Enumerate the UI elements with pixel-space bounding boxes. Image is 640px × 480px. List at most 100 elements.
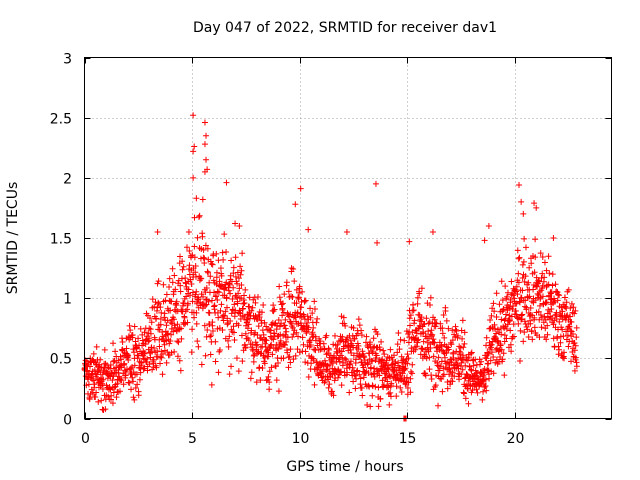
data-point: [270, 302, 277, 309]
data-point: [349, 364, 356, 371]
data-point: [526, 293, 533, 300]
data-point: [195, 214, 202, 221]
data-point: [289, 293, 296, 300]
data-point: [322, 378, 329, 385]
data-point: [407, 368, 414, 375]
data-point: [283, 328, 290, 335]
data-point: [190, 148, 197, 155]
data-point: [372, 383, 379, 390]
data-point: [297, 185, 304, 192]
data-point: [456, 376, 463, 383]
data-point: [201, 119, 208, 126]
data-point: [225, 343, 232, 350]
data-point: [473, 386, 480, 393]
data-point: [350, 324, 357, 331]
data-point: [215, 369, 222, 376]
data-point: [488, 312, 495, 319]
data-point: [273, 377, 280, 384]
data-point: [465, 400, 472, 407]
data-point: [168, 298, 175, 305]
data-point: [239, 250, 246, 257]
data-point: [482, 376, 489, 383]
data-point: [235, 368, 242, 375]
data-point: [277, 337, 284, 344]
data-point: [118, 356, 124, 363]
data-point: [241, 300, 248, 307]
data-point: [213, 250, 220, 257]
data-point: [516, 182, 523, 189]
data-point: [188, 349, 195, 356]
data-point: [158, 354, 165, 361]
data-point: [112, 348, 119, 355]
data-point: [260, 331, 267, 338]
data-point: [565, 286, 572, 293]
data-point: [358, 384, 365, 391]
data-point: [219, 313, 226, 320]
data-point: [487, 316, 494, 323]
data-point: [149, 296, 156, 303]
data-point: [520, 210, 527, 217]
data-point: [118, 364, 125, 371]
data-point: [521, 329, 528, 336]
data-point: [458, 371, 465, 378]
data-point: [531, 200, 538, 207]
data-point: [192, 269, 199, 276]
data-point: [509, 306, 516, 313]
data-point: [209, 261, 216, 268]
data-point: [237, 263, 244, 270]
data-point: [290, 356, 297, 363]
data-point: [527, 320, 534, 327]
data-point: [525, 279, 532, 286]
data-point: [404, 385, 411, 392]
data-point: [376, 346, 383, 353]
data-point: [405, 379, 412, 386]
data-point: [375, 403, 382, 410]
data-point: [563, 299, 570, 306]
data-point: [277, 331, 284, 338]
data-point: [556, 292, 563, 299]
data-point: [247, 375, 254, 382]
data-point: [155, 299, 162, 306]
data-point: [388, 380, 395, 387]
data-point: [409, 370, 416, 377]
data-point: [233, 293, 240, 300]
data-point: [202, 242, 209, 249]
data-point: [570, 304, 577, 311]
data-point: [516, 254, 523, 261]
data-point: [496, 358, 503, 365]
data-point: [209, 297, 216, 304]
data-point: [444, 385, 451, 392]
data-point: [481, 384, 488, 391]
data-point: [292, 352, 299, 359]
data-point: [281, 342, 288, 349]
data-point: [515, 320, 522, 327]
data-point: [230, 323, 237, 330]
data-point: [157, 321, 164, 328]
data-point: [127, 365, 134, 372]
data-point: [480, 388, 487, 395]
data-point: [266, 386, 273, 393]
data-point: [435, 402, 442, 409]
data-point: [156, 300, 163, 307]
y-tick-label: 0: [63, 413, 72, 429]
data-point: [347, 358, 354, 365]
data-point: [439, 388, 446, 395]
data-point: [93, 389, 100, 396]
data-point: [118, 377, 125, 384]
data-point: [559, 326, 566, 333]
data-point: [532, 236, 539, 243]
data-point: [269, 351, 276, 358]
data-point: [136, 376, 143, 383]
data-point: [519, 261, 526, 268]
data-point: [205, 298, 212, 305]
data-point: [567, 313, 574, 320]
data-point: [201, 322, 208, 329]
data-point: [204, 245, 211, 252]
data-point: [179, 266, 186, 273]
data-point: [270, 336, 277, 343]
data-point: [130, 378, 137, 385]
data-point: [250, 347, 257, 354]
data-point: [285, 288, 292, 295]
data-point: [340, 314, 347, 321]
